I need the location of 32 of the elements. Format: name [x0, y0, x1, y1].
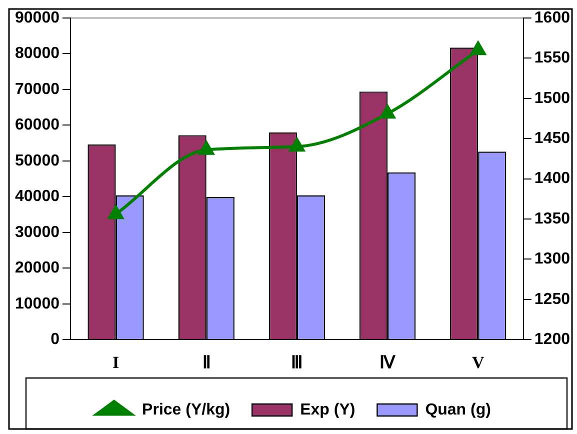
y2-tick-label: 1250: [534, 290, 570, 308]
y2-tick-label: 1200: [534, 331, 570, 348]
y-tick-label: 0: [50, 331, 60, 348]
y2-tick-label: 1500: [534, 90, 570, 107]
y2-tick-label: 1350: [534, 210, 570, 228]
point: [380, 105, 396, 119]
y-tick-label: 60000: [14, 116, 60, 134]
y-tick-label: 80000: [14, 45, 60, 62]
x-tick-label: Ⅲ: [290, 353, 303, 372]
point: [289, 138, 305, 152]
y-tick-label: 40000: [14, 188, 60, 206]
point: [470, 42, 486, 56]
point: [198, 141, 214, 155]
y-tick-label: 50000: [14, 152, 60, 170]
y2-tick-label: 1550: [534, 50, 570, 67]
legend-label: Quan (g): [425, 401, 491, 418]
y-tick-label: 20000: [14, 260, 60, 277]
x-tick-label: I: [112, 353, 120, 372]
x-tick-label: V: [472, 353, 485, 372]
point: [108, 206, 124, 220]
legend-label: Price (Y/kg): [142, 401, 230, 418]
x-tick-label: Ⅳ: [380, 353, 397, 372]
y-tick-label: 10000: [14, 295, 60, 312]
y2-tick-label: 1450: [534, 130, 570, 148]
y2-tick-label: 1400: [534, 170, 570, 188]
y2-tick-label: 1300: [534, 250, 570, 268]
y-tick-label: 90000: [14, 9, 60, 26]
y-tick-label: 30000: [14, 224, 60, 241]
x-tick-label: Ⅱ: [202, 353, 210, 372]
y-tick-label: 70000: [14, 80, 60, 98]
y2-tick-label: 1600: [534, 9, 570, 26]
legend-label: Exp (Y): [300, 401, 356, 418]
